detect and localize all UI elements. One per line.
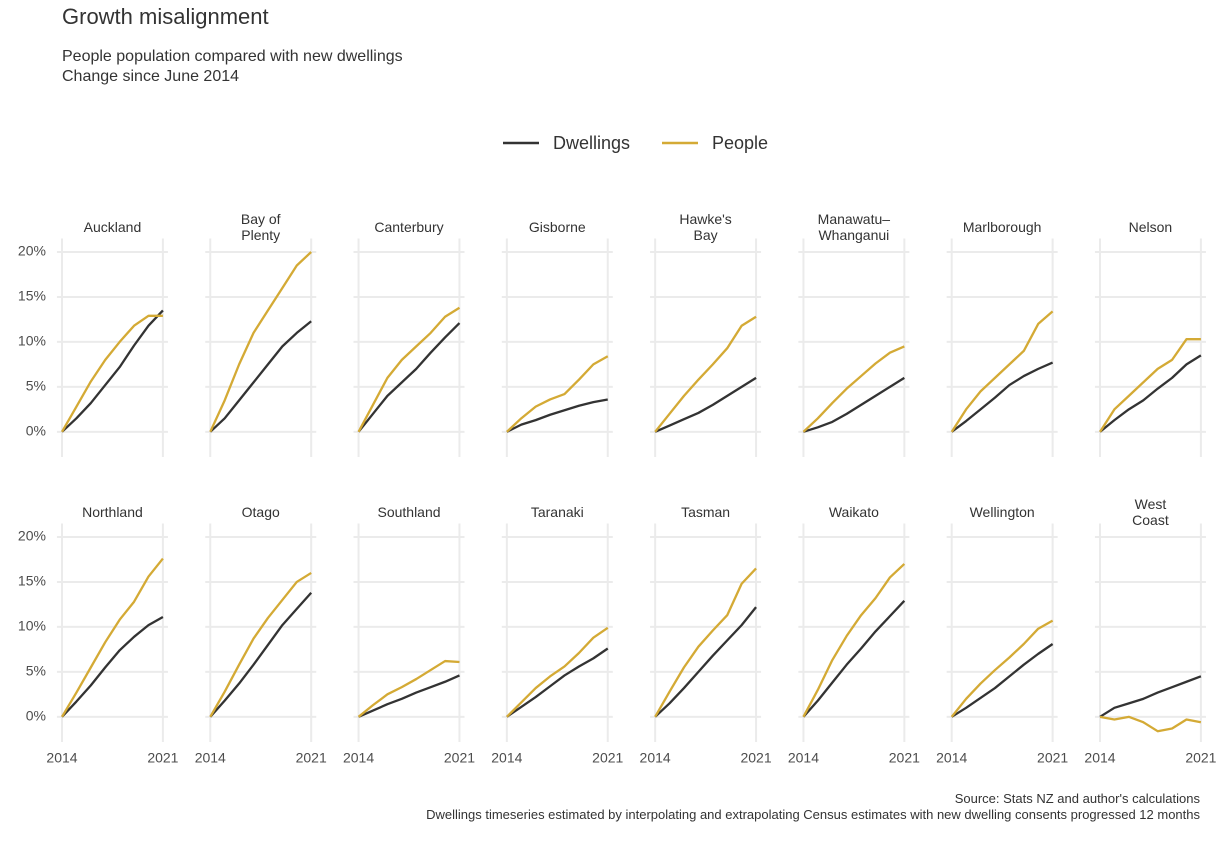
series-line — [506, 626, 609, 718]
panel-title: Gisborne — [528, 218, 586, 235]
series-line — [61, 557, 164, 718]
y-tick-label: 15% — [18, 573, 46, 589]
series-line — [950, 619, 1054, 718]
panel-title: Bay of Plenty — [240, 210, 281, 243]
panel-title: Waikato — [828, 503, 879, 520]
series-line — [1099, 675, 1202, 718]
legend-label: People — [712, 133, 768, 153]
series-line — [357, 306, 461, 433]
panel-title: West Coast — [1132, 495, 1169, 528]
x-tick-label: 2021 — [592, 750, 623, 766]
panel-title: Hawke's Bay — [679, 210, 732, 243]
series-line — [61, 309, 164, 433]
y-tick-label: 15% — [18, 288, 46, 304]
panel-title: Marlborough — [962, 218, 1042, 235]
series-line — [1099, 715, 1202, 733]
panel-title: Canterbury — [374, 218, 444, 235]
y-tick-label: 5% — [26, 378, 46, 394]
x-tick-label: 2021 — [1037, 750, 1068, 766]
series-line — [506, 647, 609, 718]
panel-title: Auckland — [83, 218, 142, 235]
y-tick-label: 10% — [18, 618, 46, 634]
series-line — [802, 345, 905, 433]
caption: Source: Stats NZ and author's calculatio… — [426, 791, 1200, 822]
series-line — [654, 567, 757, 718]
series-line — [61, 616, 164, 718]
series-line — [654, 376, 757, 433]
y-tick-label: 0% — [26, 423, 46, 439]
panel-title: Northland — [82, 503, 143, 520]
y-tick-label: 10% — [18, 333, 46, 349]
x-tick-label: 2021 — [444, 750, 475, 766]
panel-title: Nelson — [1128, 218, 1173, 235]
y-tick-label: 20% — [18, 528, 46, 544]
panel-title: Southland — [377, 503, 441, 520]
x-tick-label: 2014 — [195, 750, 226, 766]
legend-label: Dwellings — [553, 133, 630, 153]
series-line — [654, 606, 757, 718]
x-tick-label: 2014 — [640, 750, 671, 766]
y-tick-label: 20% — [18, 243, 46, 259]
series-line — [358, 674, 460, 718]
series-line — [209, 591, 313, 718]
x-tick-label: 2021 — [1185, 750, 1216, 766]
panel-title: Taranaki — [530, 503, 584, 520]
x-tick-label: 2021 — [889, 750, 920, 766]
series-line — [1099, 354, 1202, 433]
series-line — [654, 315, 757, 433]
series-line — [357, 322, 461, 433]
series-line — [1099, 338, 1201, 433]
x-tick-label: 2014 — [1084, 750, 1115, 766]
y-tick-label: 5% — [26, 663, 46, 679]
panel-title: Manawatu– Whanganui — [817, 210, 891, 243]
series-line — [803, 376, 905, 433]
series-line — [209, 571, 312, 718]
panel-title: Wellington — [969, 503, 1035, 520]
x-tick-label: 2021 — [296, 750, 327, 766]
series-line — [506, 398, 608, 433]
x-tick-label: 2014 — [788, 750, 819, 766]
x-tick-label: 2014 — [46, 750, 77, 766]
series-line — [357, 659, 460, 718]
chart-title: Growth misalignment — [62, 4, 269, 29]
x-tick-label: 2014 — [491, 750, 522, 766]
series-line — [951, 643, 1054, 718]
x-tick-label: 2021 — [147, 750, 178, 766]
x-tick-label: 2014 — [343, 750, 374, 766]
x-tick-label: 2014 — [936, 750, 967, 766]
series-line — [950, 310, 1054, 433]
series-line — [951, 361, 1054, 433]
series-line — [802, 600, 906, 718]
chart-subtitle: People population compared with new dwel… — [62, 48, 403, 85]
series-line — [506, 355, 609, 433]
series-line — [209, 251, 312, 433]
series-line — [61, 314, 163, 433]
y-tick-label: 0% — [26, 708, 46, 724]
series-line — [209, 320, 312, 433]
panel-title: Otago — [241, 503, 280, 520]
x-tick-label: 2021 — [740, 750, 771, 766]
series-line — [802, 563, 906, 718]
panel-title: Tasman — [681, 503, 731, 520]
